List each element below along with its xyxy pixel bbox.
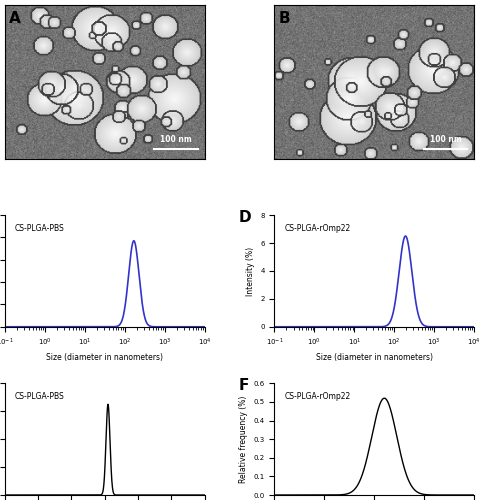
X-axis label: Size (diameter in nanometers): Size (diameter in nanometers): [316, 354, 433, 362]
Text: CS-PLGA-rOmp22: CS-PLGA-rOmp22: [285, 392, 351, 402]
Text: CS-PLGA-PBS: CS-PLGA-PBS: [15, 392, 65, 402]
Text: B: B: [278, 11, 290, 26]
Text: 100 nm: 100 nm: [430, 134, 461, 143]
Text: CS-PLGA-rOmp22: CS-PLGA-rOmp22: [285, 224, 351, 233]
Text: 100 nm: 100 nm: [160, 134, 192, 143]
X-axis label: Size (diameter in nanometers): Size (diameter in nanometers): [46, 354, 163, 362]
Text: CS-PLGA-PBS: CS-PLGA-PBS: [15, 224, 65, 233]
Text: A: A: [9, 11, 21, 26]
Text: F: F: [239, 378, 249, 392]
Y-axis label: Intensity (%): Intensity (%): [246, 246, 255, 296]
Text: D: D: [239, 210, 251, 224]
Y-axis label: Relative frequency (%): Relative frequency (%): [239, 396, 248, 483]
